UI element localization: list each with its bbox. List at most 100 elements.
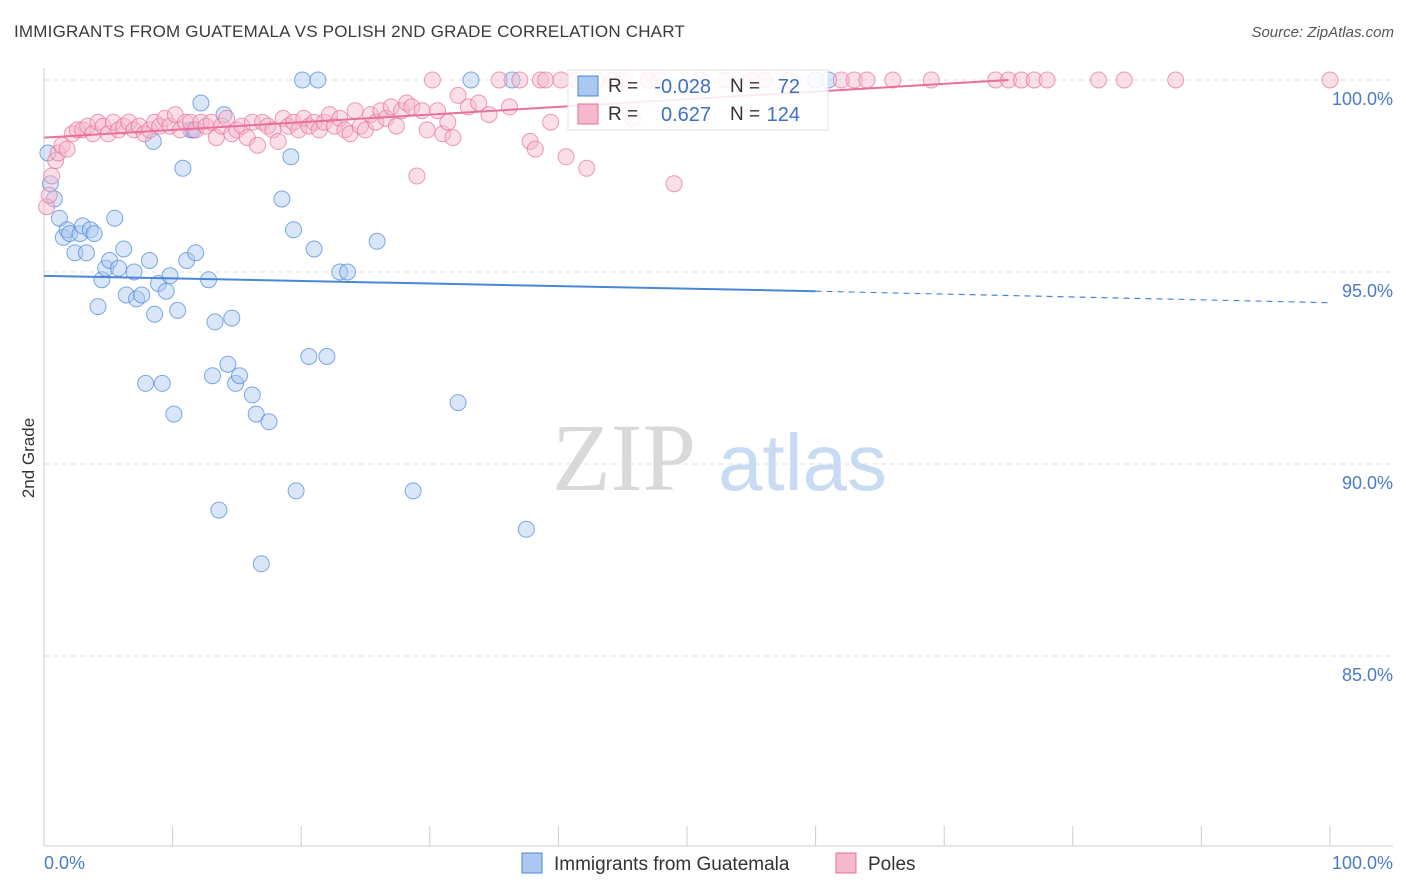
point-guatemala [449, 394, 467, 412]
stats-swatch-blue [577, 75, 599, 97]
point-guatemala [165, 405, 183, 423]
point-guatemala [223, 309, 241, 327]
point-guatemala [404, 482, 422, 500]
axes [43, 68, 1393, 847]
point-guatemala [227, 374, 245, 392]
point-guatemala [243, 386, 261, 404]
point-guatemala [169, 301, 187, 319]
point-poles [526, 140, 544, 158]
point-guatemala [85, 225, 103, 243]
point-poles [249, 136, 266, 154]
legend-swatch-poles [835, 852, 857, 874]
point-poles [58, 140, 76, 158]
stats-n-label-pink: N = [730, 104, 760, 125]
point-poles [1012, 71, 1030, 89]
stats-legend: R = -0.028 N = 72 R = 0.627 N = 124 [567, 69, 829, 131]
y-tick-label: 95.0% [1342, 281, 1393, 301]
point-guatemala [161, 267, 179, 285]
point-guatemala [174, 159, 192, 177]
point-poles [884, 71, 902, 89]
point-guatemala [137, 374, 155, 392]
watermark: ZIP atlas [552, 404, 887, 511]
point-guatemala [260, 413, 278, 431]
point-poles [459, 98, 477, 116]
x-tick-label-min: 0.0% [44, 853, 85, 873]
point-poles [1090, 71, 1107, 89]
point-guatemala [285, 221, 302, 239]
point-poles [480, 106, 498, 124]
point-poles [418, 121, 436, 139]
point-guatemala [125, 263, 143, 281]
point-poles [444, 129, 462, 147]
point-guatemala [273, 190, 291, 208]
point-poles [578, 159, 596, 177]
series-guatemala [39, 71, 837, 573]
stats-n-value-pink: 124 [767, 104, 800, 126]
y-tick-label: 100.0% [1332, 89, 1393, 109]
point-guatemala [106, 209, 124, 227]
point-guatemala [206, 313, 224, 331]
point-poles [408, 167, 426, 185]
x-tick-label-max: 100.0% [1332, 853, 1393, 873]
point-guatemala [231, 367, 248, 385]
point-guatemala [187, 244, 205, 262]
stats-swatch-pink [577, 103, 599, 125]
point-poles [423, 71, 441, 89]
stats-r-value-pink: 0.627 [661, 104, 711, 126]
point-poles [449, 86, 467, 104]
point-guatemala [309, 71, 327, 89]
point-guatemala [133, 286, 151, 304]
trend-lines [43, 79, 1331, 304]
point-poles [1025, 71, 1043, 89]
y-tick-label: 85.0% [1342, 665, 1393, 685]
stats-r-label-pink: R = [608, 104, 638, 125]
point-poles [1321, 71, 1339, 89]
point-guatemala [204, 367, 221, 385]
grid [44, 79, 1393, 657]
point-guatemala [300, 348, 318, 365]
trend-line-guatemala [43, 274, 816, 293]
point-poles [557, 148, 575, 166]
point-guatemala [89, 298, 107, 316]
point-poles [665, 175, 683, 193]
point-guatemala [282, 148, 300, 166]
point-guatemala [157, 282, 175, 300]
stats-legend-box [567, 69, 829, 131]
point-guatemala [368, 232, 386, 250]
stats-n-label-blue: N = [730, 76, 760, 97]
stats-n-value-blue: 72 [778, 76, 800, 98]
point-poles [1038, 71, 1056, 89]
legend-label-poles: Poles [868, 854, 916, 875]
point-poles [43, 167, 61, 185]
trend-line-guatemala-extension [815, 290, 1331, 304]
point-guatemala [219, 355, 237, 373]
point-guatemala [110, 259, 128, 277]
chart-title: IMMIGRANTS FROM GUATEMALA VS POLISH 2ND … [14, 22, 685, 41]
point-guatemala [117, 286, 135, 304]
point-guatemala [210, 501, 228, 519]
point-guatemala [252, 555, 270, 573]
point-poles [1167, 71, 1185, 89]
point-guatemala [318, 348, 336, 365]
point-poles [490, 71, 508, 89]
point-guatemala [462, 71, 480, 89]
point-poles [269, 132, 287, 150]
point-poles [537, 71, 554, 89]
y-tick-labels: 85.0% 90.0% 95.0% 100.0% [1332, 89, 1393, 685]
point-guatemala [305, 240, 323, 258]
point-poles [1115, 71, 1133, 89]
point-guatemala [115, 240, 133, 258]
point-guatemala [247, 405, 265, 423]
point-poles [552, 71, 570, 89]
point-poles [511, 71, 529, 89]
trend-line-poles [43, 79, 1009, 139]
point-poles [387, 117, 405, 135]
stats-r-label-blue: R = [608, 76, 638, 97]
y-axis-label: 2nd Grade [19, 418, 38, 498]
source-label: Source: ZipAtlas.com [1251, 24, 1394, 41]
point-poles [531, 71, 549, 89]
point-guatemala [339, 263, 356, 281]
watermark-zip: ZIP [552, 404, 696, 511]
point-poles [49, 144, 67, 162]
stats-r-value-blue: -0.028 [654, 76, 711, 98]
